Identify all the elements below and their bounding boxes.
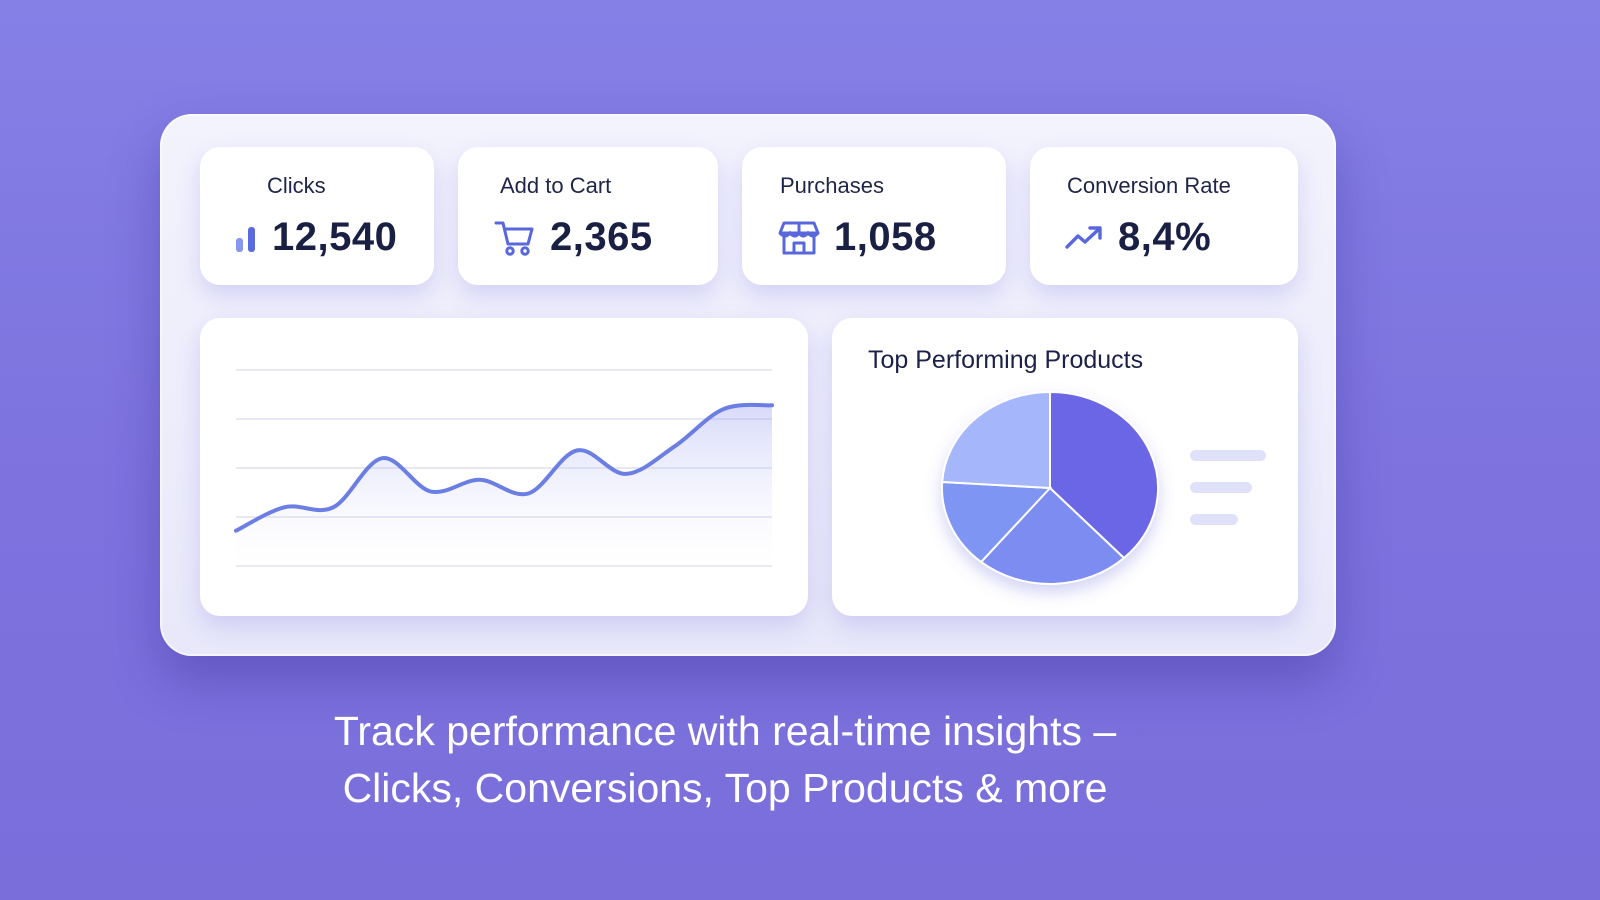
trend-up-icon xyxy=(1064,223,1104,253)
line-data-point xyxy=(525,490,531,496)
kpi-label-conversion-rate: Conversion Rate xyxy=(1067,173,1231,198)
line-data-point xyxy=(623,471,629,477)
legend-placeholder-1 xyxy=(1190,450,1266,461)
pie-chart xyxy=(941,390,1159,585)
pie-slice xyxy=(941,480,1053,564)
line-chart xyxy=(233,369,775,567)
pie-slice xyxy=(1049,390,1159,560)
line-chart-card xyxy=(200,318,808,616)
line-data-point xyxy=(720,406,726,412)
line-data-point xyxy=(574,447,580,453)
line-data-point xyxy=(233,528,239,534)
kpi-card-add-to-cart[interactable]: Add to Cart 2,365 xyxy=(458,147,718,285)
line-data-point xyxy=(428,489,434,495)
line-data-point xyxy=(330,504,336,510)
kpi-value-conversion-rate: 8,4% xyxy=(1118,215,1212,259)
tagline-line-2: Clicks, Conversions, Top Products & more xyxy=(342,765,1108,811)
kpi-value-add-to-cart: 2,365 xyxy=(550,215,653,259)
kpi-value-purchases: 1,058 xyxy=(834,215,937,259)
kpi-label-add-to-cart: Add to Cart xyxy=(500,173,612,198)
dashboard-panel: Clicks 12,540 Add to Cart 2,365 xyxy=(160,114,1336,656)
line-data-point xyxy=(379,455,385,461)
pie-slice xyxy=(979,486,1126,585)
line-data-point xyxy=(477,477,483,483)
kpi-card-clicks[interactable]: Clicks 12,540 xyxy=(200,147,434,285)
kpi-value-clicks: 12,540 xyxy=(272,215,398,259)
pie-chart-card: Top Performing Products xyxy=(832,318,1298,616)
line-data-point xyxy=(672,443,678,449)
kpi-card-conversion-rate[interactable]: Conversion Rate 8,4% xyxy=(1030,147,1298,285)
line-data-point xyxy=(769,402,775,408)
kpi-label-clicks: Clicks xyxy=(267,173,326,198)
legend-placeholder-2 xyxy=(1190,482,1252,493)
line-data-point xyxy=(282,504,288,510)
kpi-card-purchases[interactable]: Purchases 1,058 xyxy=(742,147,1006,285)
store-icon xyxy=(778,219,820,257)
pie-slice xyxy=(941,390,1051,490)
kpi-label-purchases: Purchases xyxy=(780,173,884,198)
pie-chart-title: Top Performing Products xyxy=(868,346,1144,374)
line-series xyxy=(234,402,774,533)
tagline: Track performance with real-time insight… xyxy=(0,703,1450,817)
cart-icon xyxy=(494,218,536,258)
bar-chart-icon xyxy=(234,222,258,254)
line-chart-area xyxy=(236,404,772,566)
tagline-line-1: Track performance with real-time insight… xyxy=(333,708,1117,754)
legend-placeholder-3 xyxy=(1190,514,1238,525)
